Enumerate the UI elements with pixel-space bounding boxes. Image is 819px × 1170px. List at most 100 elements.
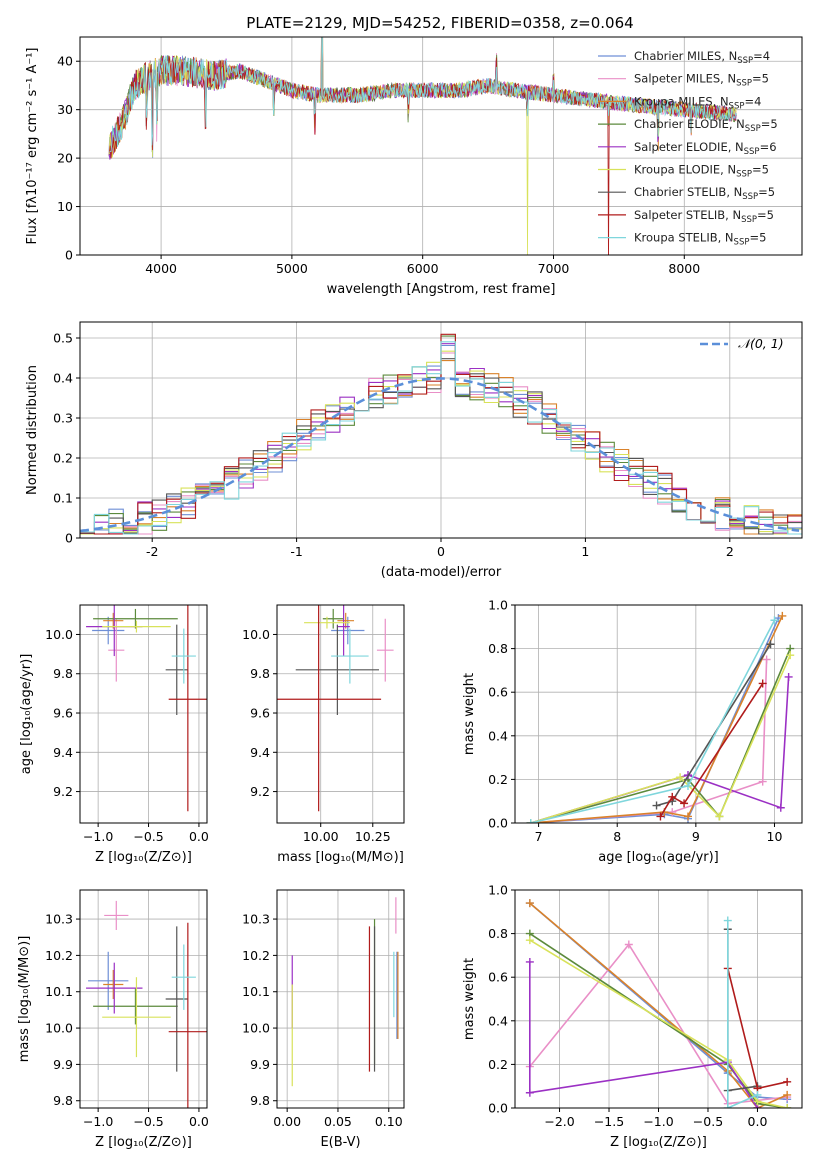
y-tick-label: 0.8 xyxy=(488,926,508,941)
panel-mass_vs_ebv: 0.00 0.05 0.10 9.8 9.9 10.0 10.1 10.2 10.3 E(B-V) xyxy=(242,889,405,1150)
weight-point-marker xyxy=(758,679,767,688)
x-axis-label: age [log₁₀(age/yr)] xyxy=(598,850,719,865)
panel-age_vs_Z: −1.0 −0.5 0.0 9.2 9.4 9.6 9.8 10.0 Z [log₁₀(Z/Z⊙… xyxy=(19,604,209,865)
x-tick-label: -1 xyxy=(290,544,302,559)
weight-series-line xyxy=(530,659,768,823)
weight-point-marker xyxy=(783,1104,792,1108)
weight-series-line xyxy=(529,939,788,1108)
y-tick-label: 20 xyxy=(57,151,73,166)
x-axis-label: Z [log₁₀(Z/Z⊙)] xyxy=(95,1135,192,1150)
x-tick-label: 0.0 xyxy=(189,829,209,844)
plot-area-residuals xyxy=(80,333,802,535)
axes-frame xyxy=(514,604,803,824)
x-axis-label: mass [log₁₀(M/M⊙)] xyxy=(277,850,404,865)
y-tick-label: 0.5 xyxy=(53,331,73,346)
figure-title: PLATE=2129, MJD=54252, FIBERID=0358, z=0… xyxy=(246,14,633,32)
y-tick-label: 9.8 xyxy=(53,666,73,681)
x-axis-label: wavelength [Angstrom, rest frame] xyxy=(327,282,556,297)
weight-point-marker xyxy=(525,1088,534,1097)
weight-series-line xyxy=(529,902,788,1108)
legend-entry: Chabrier ELODIE, NSSP=5 xyxy=(634,117,778,134)
weight-series-line xyxy=(530,676,790,823)
x-tick-label: 5000 xyxy=(276,261,308,276)
x-tick-label: 0.0 xyxy=(189,1114,209,1129)
y-tick-label: 9.9 xyxy=(53,1057,73,1072)
x-tick-label: 0.10 xyxy=(375,1114,403,1129)
y-tick-label: 9.6 xyxy=(250,706,270,721)
weight-point-marker xyxy=(723,916,732,925)
x-tick-label: 10 xyxy=(767,829,783,844)
x-tick-label: 10.25 xyxy=(355,829,391,844)
weight-point-marker xyxy=(783,1077,792,1086)
legend-entry: Kroupa STELIB, NSSP=5 xyxy=(634,231,766,248)
y-tick-label: 40 xyxy=(57,54,73,69)
x-tick-label: −0.5 xyxy=(133,1114,163,1129)
y-tick-label: 0.3 xyxy=(53,411,73,426)
x-tick-label: 0.05 xyxy=(324,1114,352,1129)
panel-spectrum: 4000 5000 6000 7000 8000 0 10 20 30 40 wavelength … xyxy=(25,36,803,297)
gaussian-curve xyxy=(80,377,800,533)
weight-point-marker xyxy=(784,672,793,681)
x-tick-label: −1.0 xyxy=(83,1114,113,1129)
weight-point-marker xyxy=(786,651,795,660)
y-tick-label: 1.0 xyxy=(488,883,508,898)
x-tick-label: −0.5 xyxy=(693,1114,723,1129)
x-tick-label: −2.0 xyxy=(544,1114,574,1129)
x-tick-label: −1.0 xyxy=(643,1114,673,1129)
weight-point-marker xyxy=(683,812,692,821)
weight-point-marker xyxy=(753,1090,762,1099)
plot-area-mass_vs_ebv xyxy=(291,897,399,1087)
y-tick-label: 0.6 xyxy=(488,970,508,985)
histogram-series xyxy=(80,333,802,535)
y-tick-label: 9.8 xyxy=(250,666,270,681)
y-tick-label: 9.4 xyxy=(250,745,270,760)
x-axis-label: Z [log₁₀(Z/Z⊙)] xyxy=(610,1135,707,1150)
spectrum-line xyxy=(109,37,737,153)
x-tick-label: −1.5 xyxy=(594,1114,624,1129)
weight-point-marker xyxy=(776,803,785,812)
weight-point-marker xyxy=(676,773,685,782)
weight-series-line xyxy=(529,961,759,1108)
x-tick-label: -2 xyxy=(146,544,158,559)
weight-point-marker xyxy=(680,799,689,808)
y-axis-label: Flux [fλ10⁻¹⁷ erg cm⁻² s⁻¹ A⁻¹] xyxy=(25,48,40,245)
y-tick-label: 9.8 xyxy=(250,1093,270,1108)
y-tick-label: 0.2 xyxy=(53,451,73,466)
y-tick-label: 10.1 xyxy=(45,984,73,999)
x-tick-label: 9 xyxy=(692,829,700,844)
y-tick-label: 9.9 xyxy=(250,1057,270,1072)
y-tick-label: 0.2 xyxy=(488,772,508,787)
x-tick-label: 10.00 xyxy=(303,829,339,844)
weight-point-marker xyxy=(652,801,661,810)
weight-series-line xyxy=(530,654,791,823)
axes-frame xyxy=(276,889,405,1109)
axes-frame xyxy=(276,604,405,824)
weight-series-line xyxy=(656,643,772,807)
y-tick-label: 0.1 xyxy=(53,491,73,506)
y-tick-label: 10.0 xyxy=(242,1021,270,1036)
y-tick-label: 0.4 xyxy=(488,1013,508,1028)
plot-area-age_vs_Z xyxy=(86,605,207,812)
y-tick-label: 10.0 xyxy=(45,1021,73,1036)
y-axis-label: Normed distribution xyxy=(25,365,40,495)
x-tick-label: 6000 xyxy=(407,261,439,276)
weight-series-line xyxy=(659,683,764,817)
y-tick-label: 30 xyxy=(57,102,73,117)
weight-point-marker xyxy=(525,957,534,966)
x-tick-label: −0.5 xyxy=(133,829,163,844)
weight-series-line xyxy=(727,920,758,1108)
weight-point-marker xyxy=(656,812,665,821)
weight-point-marker xyxy=(758,777,767,786)
weight-point-marker xyxy=(525,936,534,945)
panel-massweight_vs_Z: −2.0 −1.5 −1.0 −0.5 0.0 0.0 0.2 0.4 0.6 0.8 1.0 Z [… xyxy=(462,883,803,1150)
y-tick-label: 9.2 xyxy=(53,784,73,799)
weight-point-marker xyxy=(770,616,779,625)
weight-point-marker xyxy=(723,1104,732,1108)
y-tick-label: 10.0 xyxy=(45,627,73,642)
x-tick-label: 8000 xyxy=(668,261,700,276)
y-tick-label: 1.0 xyxy=(488,598,508,613)
y-tick-label: 0.4 xyxy=(53,371,73,386)
legend-entry: Chabrier MILES, NSSP=4 xyxy=(634,49,770,66)
y-tick-label: 10 xyxy=(57,199,73,214)
